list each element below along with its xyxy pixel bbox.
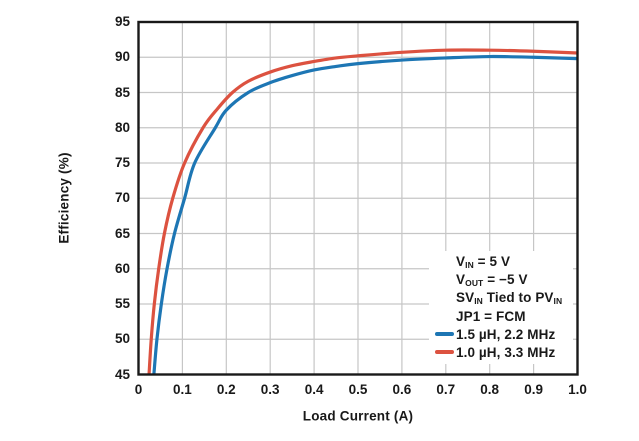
- x-axis-title: Load Current (A): [302, 408, 414, 424]
- annotation-line: VOUT = −5 V: [429, 271, 573, 289]
- annotation-line: VIN = 5 V: [429, 253, 573, 271]
- series-curve-2: [147, 48, 578, 375]
- annotation-text: SVIN Tied to PVIN: [456, 290, 563, 306]
- legend: VIN = 5 V VOUT = −5 V SVIN Tied to PVIN JP1…: [429, 251, 573, 364]
- annotation-text: JP1 = FCM: [456, 308, 526, 324]
- legend-entry: 1.5 µH, 2.2 MHz: [429, 325, 573, 343]
- series-curve-1: [152, 54, 578, 375]
- legend-entry-label: 1.5 µH, 2.2 MHz: [456, 326, 556, 342]
- annotation-text: VIN = 5 V: [456, 254, 511, 270]
- annotation-line: JP1 = FCM: [429, 307, 573, 325]
- annotation-text: VOUT = −5 V: [456, 272, 528, 288]
- y-axis-title: Efficiency (%): [56, 152, 72, 244]
- legend-swatch: [435, 350, 454, 354]
- legend-swatch: [435, 332, 454, 336]
- legend-entry: 1.0 µH, 3.3 MHz: [429, 343, 573, 361]
- plot-frame: [137, 20, 579, 376]
- legend-entry-label: 1.0 µH, 3.3 MHz: [456, 344, 556, 360]
- annotation-line: SVIN Tied to PVIN: [429, 289, 573, 307]
